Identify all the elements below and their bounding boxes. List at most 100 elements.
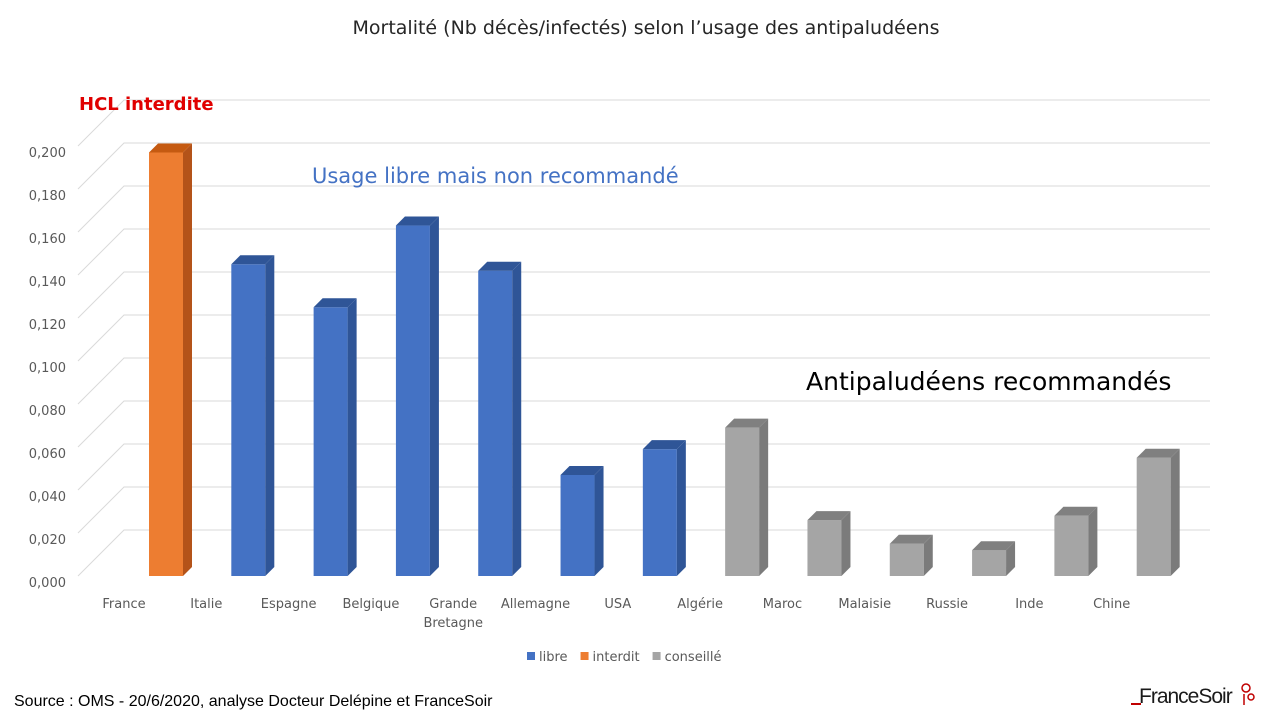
gridline: [77, 443, 1210, 491]
bar-front: [313, 307, 348, 576]
gridline: [77, 228, 1210, 276]
bar-usa: [642, 440, 686, 576]
bar-side: [676, 440, 686, 576]
logo-emblem-icon: [1241, 683, 1255, 705]
legend: libre interdit conseillé: [527, 650, 722, 665]
bar-front: [972, 550, 1007, 576]
gridline: [77, 99, 1210, 147]
x-tick-label: Chine: [1093, 597, 1130, 612]
bar-top: [1136, 448, 1180, 458]
bar-top: [560, 465, 604, 475]
logo-wordmark: FranceSoir: [1139, 685, 1233, 708]
logo-underline: [1131, 703, 1141, 705]
y-tick-label: 0,200: [29, 146, 66, 161]
y-tick-label: 0,160: [29, 232, 66, 247]
gridline: [77, 142, 1210, 190]
legend-label: conseillé: [665, 650, 722, 665]
x-tick-label: Maroc: [763, 597, 802, 612]
bar-top: [725, 418, 769, 428]
bar-front: [149, 152, 183, 576]
bar-inde: [1054, 506, 1098, 576]
bar-front: [1136, 457, 1171, 576]
bar-malaisie: [889, 534, 933, 576]
bar-front: [395, 225, 430, 577]
legend-label: interdit: [593, 650, 640, 665]
y-tick-label: 0,020: [29, 533, 66, 548]
bar-top: [313, 298, 357, 308]
bar-side: [429, 216, 439, 577]
bar-side: [594, 465, 604, 576]
bar-front: [560, 474, 595, 576]
bar-espagne: [313, 298, 357, 576]
bar-front: [725, 427, 760, 576]
bar-side: [923, 534, 933, 576]
gridline: [77, 185, 1210, 233]
gridline: [77, 271, 1210, 319]
bar-side: [841, 511, 851, 576]
gridlines: [77, 99, 1210, 577]
francesoir-logo: FranceSoir: [1131, 683, 1255, 708]
chart-title: Mortalité (Nb décès/infectés) selon l’us…: [353, 17, 940, 39]
bar-chine: [1136, 448, 1180, 576]
legend-swatch: [527, 652, 535, 660]
x-tick-label: Grande Bretagne: [423, 597, 483, 631]
y-tick-label: 0,100: [29, 361, 66, 376]
bar-side: [1170, 448, 1180, 576]
bar-top: [149, 143, 192, 153]
y-tick-label: 0,180: [29, 189, 66, 204]
y-tick-label: 0,040: [29, 490, 66, 505]
bar-belgique: [395, 216, 439, 577]
legend-swatch: [580, 652, 589, 660]
bar-algérie: [725, 418, 769, 576]
bar-top: [972, 541, 1016, 551]
bar-front: [231, 264, 266, 576]
x-tick-label: Italie: [190, 597, 222, 612]
bar-allemagne: [560, 465, 604, 576]
bar-side: [512, 261, 522, 576]
y-tick-label: 0,120: [29, 318, 66, 333]
y-tick-label: 0,080: [29, 404, 66, 419]
bar-side: [265, 255, 275, 576]
gridline: [77, 486, 1210, 534]
x-tick-label: Allemagne: [501, 597, 570, 612]
bar-top: [889, 534, 933, 544]
bar-side: [1006, 541, 1016, 576]
annotation-hcl-interdite: HCL interdite: [79, 94, 214, 115]
bar-grande-bretagne: [478, 261, 522, 576]
x-tick-label: Malaisie: [838, 597, 891, 612]
bar-side: [1088, 506, 1098, 576]
bar-top: [231, 255, 275, 265]
bar-top: [807, 511, 851, 521]
bar-maroc: [807, 511, 851, 576]
bar-top: [1054, 506, 1098, 516]
annotation-usage-libre: Usage libre mais non recommandé: [312, 164, 679, 188]
bars: [149, 143, 1180, 577]
bar-top: [395, 216, 439, 226]
gridline: [77, 400, 1210, 448]
x-tick-label: Inde: [1015, 597, 1043, 612]
y-axis-ticks: 0,000 0,020 0,040 0,060 0,080 0,100 0,120 0,140…: [29, 146, 66, 591]
y-tick-label: 0,060: [29, 447, 66, 462]
x-tick-label: Algérie: [677, 597, 723, 612]
bar-front: [642, 449, 677, 576]
legend-label: libre: [539, 650, 568, 665]
x-tick-label: USA: [604, 597, 631, 612]
bar-france: [149, 143, 192, 576]
gridline: [77, 357, 1210, 405]
bar-front: [1054, 515, 1089, 576]
bar-top: [478, 261, 522, 271]
legend-swatch: [652, 652, 661, 660]
y-tick-label: 0,140: [29, 275, 66, 290]
bar-front: [478, 270, 513, 576]
x-tick-label: Russie: [926, 597, 968, 612]
annotation-antipaludeens-recommandes: Antipaludéens recommandés: [806, 367, 1171, 396]
bar-front: [889, 543, 924, 576]
source-note: Source : OMS - 20/6/2020, analyse Docteu…: [14, 693, 493, 710]
x-tick-label: France: [102, 597, 145, 612]
bar-side: [759, 418, 769, 576]
x-tick-label: Espagne: [261, 597, 317, 612]
x-tick-label: Belgique: [342, 597, 399, 612]
gridline: [77, 314, 1210, 362]
bar-side: [347, 298, 357, 576]
